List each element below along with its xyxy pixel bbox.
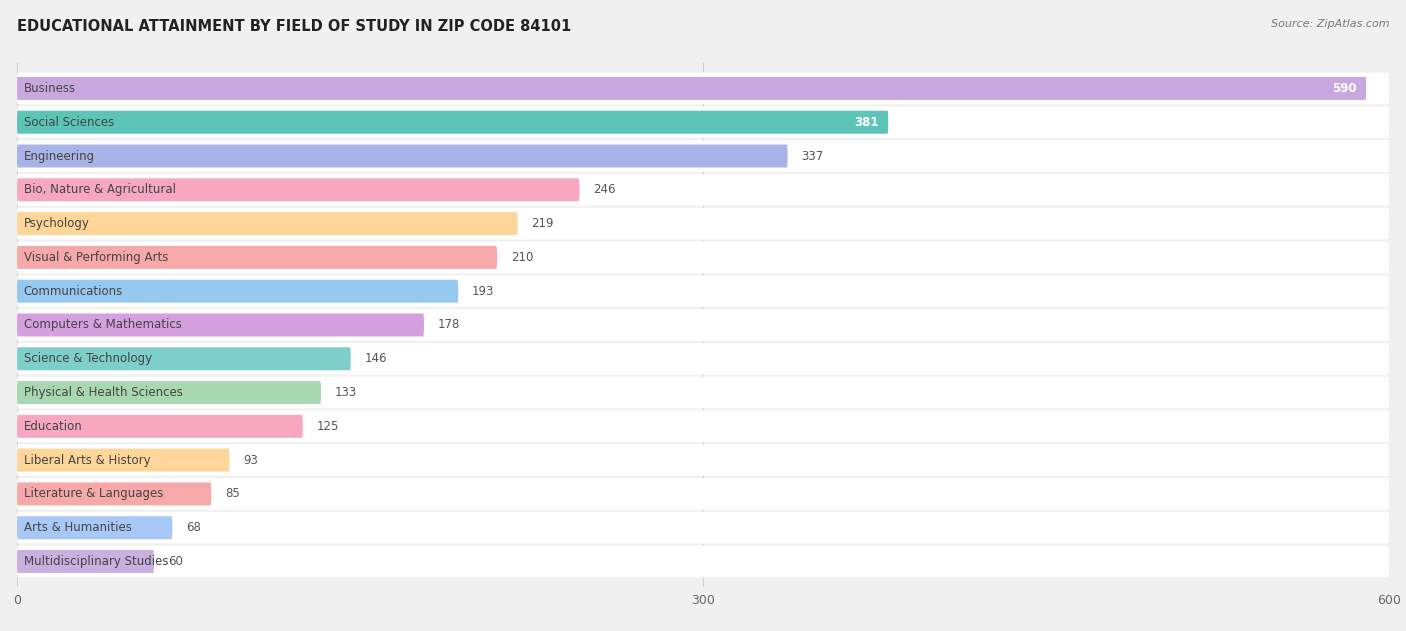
Text: Source: ZipAtlas.com: Source: ZipAtlas.com xyxy=(1271,19,1389,29)
Text: 337: 337 xyxy=(801,150,824,163)
Text: 146: 146 xyxy=(364,352,387,365)
FancyBboxPatch shape xyxy=(17,410,1389,442)
Text: 60: 60 xyxy=(167,555,183,568)
FancyBboxPatch shape xyxy=(17,144,787,167)
Text: EDUCATIONAL ATTAINMENT BY FIELD OF STUDY IN ZIP CODE 84101: EDUCATIONAL ATTAINMENT BY FIELD OF STUDY… xyxy=(17,19,571,34)
Text: 590: 590 xyxy=(1333,82,1357,95)
Text: 68: 68 xyxy=(186,521,201,534)
Text: Computers & Mathematics: Computers & Mathematics xyxy=(24,319,181,331)
Text: Social Sciences: Social Sciences xyxy=(24,115,114,129)
Text: Bio, Nature & Agricultural: Bio, Nature & Agricultural xyxy=(24,184,176,196)
FancyBboxPatch shape xyxy=(17,347,350,370)
FancyBboxPatch shape xyxy=(17,275,1389,307)
Text: 381: 381 xyxy=(855,115,879,129)
Text: Liberal Arts & History: Liberal Arts & History xyxy=(24,454,150,466)
FancyBboxPatch shape xyxy=(17,546,1389,577)
FancyBboxPatch shape xyxy=(17,77,1367,100)
FancyBboxPatch shape xyxy=(17,449,229,471)
Text: 210: 210 xyxy=(510,251,533,264)
FancyBboxPatch shape xyxy=(17,381,321,404)
Text: Psychology: Psychology xyxy=(24,217,90,230)
FancyBboxPatch shape xyxy=(17,516,173,539)
Text: Science & Technology: Science & Technology xyxy=(24,352,152,365)
FancyBboxPatch shape xyxy=(17,208,1389,240)
Text: 93: 93 xyxy=(243,454,259,466)
Text: Visual & Performing Arts: Visual & Performing Arts xyxy=(24,251,169,264)
FancyBboxPatch shape xyxy=(17,483,211,505)
FancyBboxPatch shape xyxy=(17,377,1389,408)
FancyBboxPatch shape xyxy=(17,174,1389,206)
Text: 125: 125 xyxy=(316,420,339,433)
FancyBboxPatch shape xyxy=(17,212,517,235)
FancyBboxPatch shape xyxy=(17,280,458,303)
FancyBboxPatch shape xyxy=(17,73,1389,104)
FancyBboxPatch shape xyxy=(17,309,1389,341)
Text: 219: 219 xyxy=(531,217,554,230)
FancyBboxPatch shape xyxy=(17,246,498,269)
Text: Business: Business xyxy=(24,82,76,95)
FancyBboxPatch shape xyxy=(17,242,1389,273)
Text: 178: 178 xyxy=(437,319,460,331)
FancyBboxPatch shape xyxy=(17,415,302,438)
FancyBboxPatch shape xyxy=(17,444,1389,476)
FancyBboxPatch shape xyxy=(17,550,155,573)
Text: Education: Education xyxy=(24,420,83,433)
FancyBboxPatch shape xyxy=(17,179,579,201)
FancyBboxPatch shape xyxy=(17,140,1389,172)
Text: Multidisciplinary Studies: Multidisciplinary Studies xyxy=(24,555,169,568)
FancyBboxPatch shape xyxy=(17,343,1389,375)
FancyBboxPatch shape xyxy=(17,314,425,336)
Text: Physical & Health Sciences: Physical & Health Sciences xyxy=(24,386,183,399)
Text: Engineering: Engineering xyxy=(24,150,94,163)
Text: 246: 246 xyxy=(593,184,616,196)
Text: 85: 85 xyxy=(225,487,240,500)
Text: Literature & Languages: Literature & Languages xyxy=(24,487,163,500)
Text: Communications: Communications xyxy=(24,285,122,298)
FancyBboxPatch shape xyxy=(17,107,1389,138)
FancyBboxPatch shape xyxy=(17,111,889,134)
Text: Arts & Humanities: Arts & Humanities xyxy=(24,521,132,534)
FancyBboxPatch shape xyxy=(17,478,1389,510)
Text: 133: 133 xyxy=(335,386,357,399)
Text: 193: 193 xyxy=(472,285,495,298)
FancyBboxPatch shape xyxy=(17,512,1389,543)
